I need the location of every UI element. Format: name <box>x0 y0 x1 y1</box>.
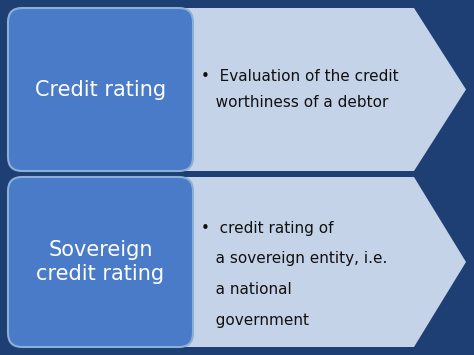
FancyBboxPatch shape <box>8 177 193 347</box>
Text: worthiness of a debtor: worthiness of a debtor <box>201 95 388 110</box>
Text: government: government <box>201 313 309 328</box>
FancyBboxPatch shape <box>8 8 193 171</box>
Text: a sovereign entity, i.e.: a sovereign entity, i.e. <box>201 251 387 266</box>
Text: •  Evaluation of the credit: • Evaluation of the credit <box>201 69 399 84</box>
Text: •  credit rating of: • credit rating of <box>201 220 334 235</box>
Text: Sovereign
credit rating: Sovereign credit rating <box>36 240 164 284</box>
Polygon shape <box>183 8 466 171</box>
Text: Credit rating: Credit rating <box>35 80 166 99</box>
Polygon shape <box>183 177 466 347</box>
Text: a national: a national <box>201 282 292 297</box>
